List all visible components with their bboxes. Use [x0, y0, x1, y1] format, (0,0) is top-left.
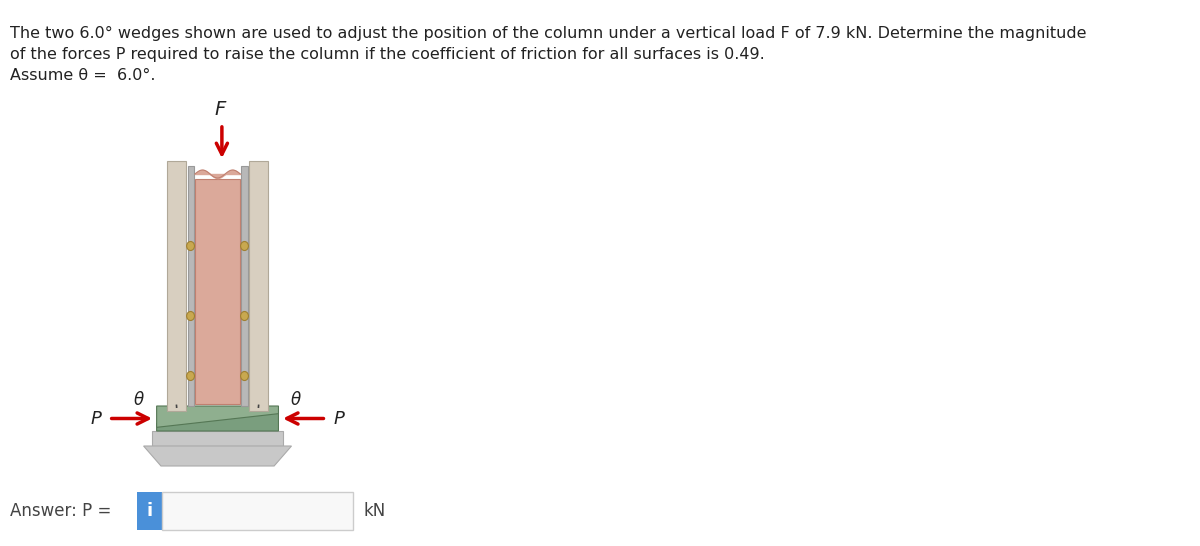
Text: θ: θ [290, 391, 301, 409]
Bar [157, 417, 278, 420]
Circle shape [241, 241, 248, 251]
FancyBboxPatch shape [162, 492, 353, 530]
FancyBboxPatch shape [167, 161, 186, 411]
Circle shape [187, 312, 194, 321]
Bar [187, 166, 193, 406]
FancyBboxPatch shape [138, 492, 162, 530]
Polygon shape [144, 446, 292, 466]
Text: P: P [91, 410, 102, 428]
Text: kN: kN [364, 502, 386, 520]
Polygon shape [157, 410, 278, 431]
Text: F: F [215, 100, 226, 119]
Text: θ: θ [134, 391, 144, 409]
Text: i: i [146, 502, 152, 520]
Text: P: P [334, 410, 344, 428]
Circle shape [187, 371, 194, 381]
Circle shape [187, 241, 194, 251]
FancyBboxPatch shape [250, 161, 269, 411]
Circle shape [241, 312, 248, 321]
Circle shape [241, 371, 248, 381]
Bar [194, 179, 240, 404]
FancyBboxPatch shape [152, 431, 283, 446]
Bar [241, 166, 247, 406]
Text: Answer: P =: Answer: P = [11, 502, 118, 520]
Polygon shape [157, 406, 278, 428]
Text: The two 6.0° wedges shown are used to adjust the position of the column under a : The two 6.0° wedges shown are used to ad… [11, 26, 1087, 83]
